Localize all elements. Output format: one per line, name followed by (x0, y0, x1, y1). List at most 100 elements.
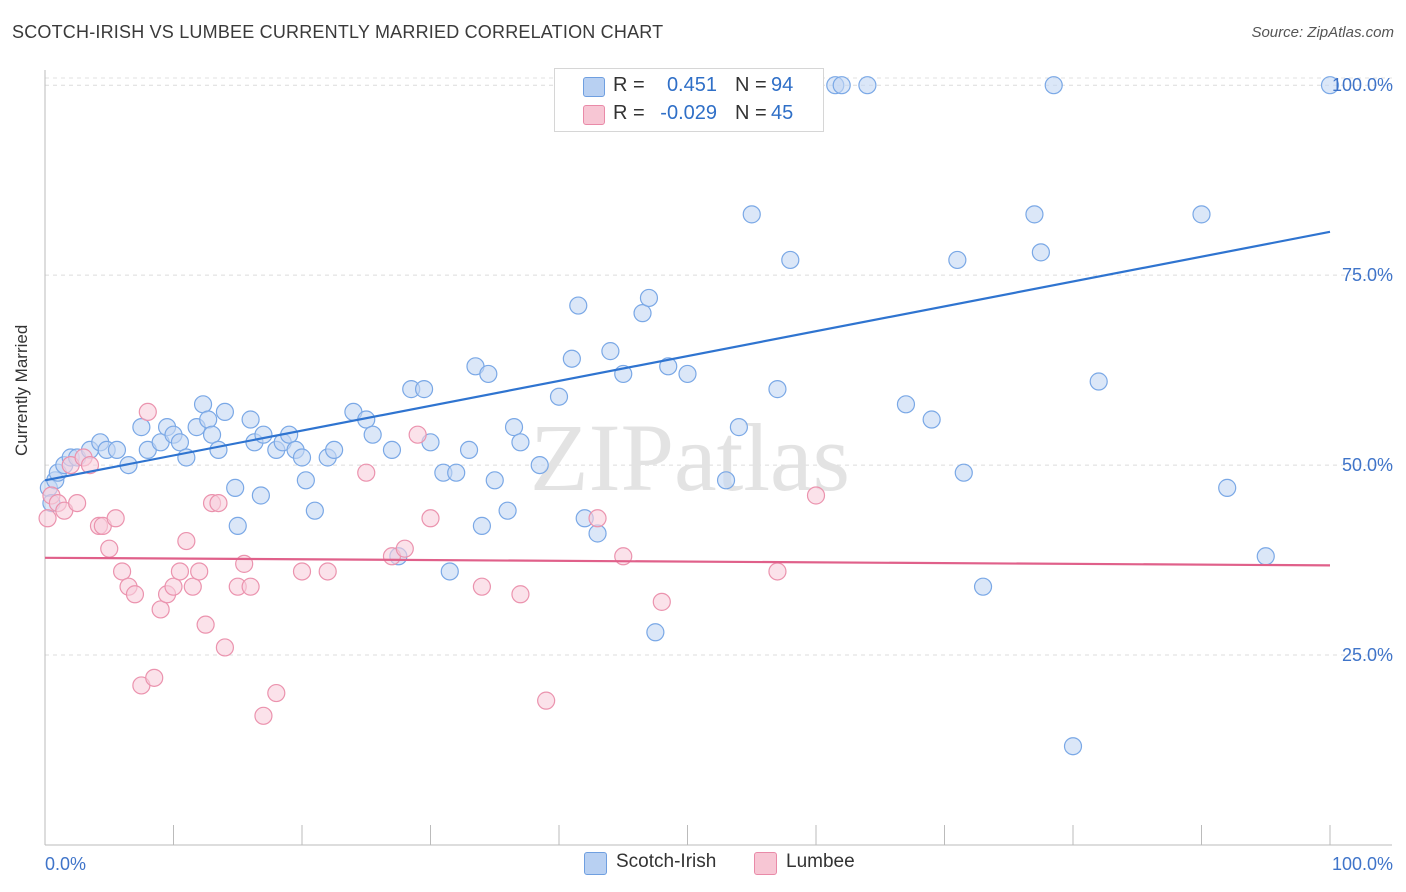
point-scotch-irish (254, 425, 273, 444)
point-lumbee (588, 509, 607, 528)
y-axis-label: Currently Married (12, 324, 31, 456)
point-scotch-irish (447, 463, 466, 482)
point-scotch-irish (639, 288, 659, 308)
point-lumbee (357, 463, 376, 482)
point-scotch-irish (228, 516, 247, 535)
point-scotch-irish (498, 501, 517, 520)
point-scotch-irish (305, 501, 324, 520)
point-scotch-irish (922, 410, 941, 429)
point-lumbee (80, 455, 100, 475)
point-scotch-irish (1256, 547, 1275, 566)
stats-swatch-lumbee (583, 105, 605, 125)
stats-row-scotch-irish: R = 0.451 N = 94 (555, 72, 823, 100)
point-scotch-irish (459, 440, 479, 460)
point-lumbee (408, 425, 427, 444)
trend-lines (44, 230, 1331, 567)
point-scotch-irish (1192, 205, 1211, 224)
point-scotch-irish (646, 623, 665, 642)
stats-swatch-scotch-irish (583, 77, 605, 97)
point-scotch-irish (729, 418, 749, 437)
point-lumbee (177, 531, 196, 551)
point-scotch-irish (193, 395, 213, 414)
point-lumbee (112, 562, 132, 581)
point-lumbee (472, 577, 491, 596)
point-scotch-irish (832, 76, 851, 95)
point-scotch-irish (858, 76, 877, 95)
y-tick-label: 25.0% (1342, 645, 1393, 665)
point-scotch-irish (215, 402, 234, 422)
chart-title: SCOTCH-IRISH VS LUMBEE CURRENTLY MARRIED… (12, 22, 664, 42)
point-scotch-irish (1031, 243, 1050, 262)
point-scotch-irish (241, 410, 260, 429)
r-label: R = (613, 102, 645, 124)
source-label: Source: ZipAtlas.com (1251, 24, 1394, 41)
n-label: N = (735, 102, 767, 124)
point-scotch-irish (781, 250, 800, 270)
point-lumbee (267, 683, 286, 703)
point-scotch-irish (678, 364, 697, 384)
n-label: N = (735, 74, 767, 96)
point-scotch-irish (569, 296, 588, 315)
r-value: 0.451 (666, 74, 717, 96)
point-scotch-irish (948, 250, 967, 270)
legend-swatch-scotch-irish (584, 852, 607, 875)
legend-label: Scotch-Irish (616, 851, 717, 872)
point-scotch-irish (1025, 205, 1044, 224)
trend-line-lumbee (44, 556, 1331, 567)
point-scotch-irish (1089, 372, 1108, 391)
point-scotch-irish (132, 418, 151, 437)
data-points (38, 76, 1340, 756)
point-scotch-irish (504, 418, 524, 437)
point-lumbee (190, 562, 209, 581)
point-lumbee (292, 562, 312, 581)
point-scotch-irish (440, 562, 459, 581)
point-scotch-irish (209, 440, 228, 460)
point-scotch-irish (716, 471, 736, 490)
point-lumbee (768, 562, 787, 581)
r-label: R = (613, 74, 645, 96)
point-scotch-irish (485, 471, 504, 490)
point-lumbee (421, 509, 440, 528)
y-tick-label: 100.0% (1332, 75, 1393, 95)
point-scotch-irish (1044, 76, 1063, 95)
point-lumbee (138, 402, 157, 422)
point-lumbee (68, 493, 87, 513)
point-scotch-irish (742, 205, 761, 224)
point-lumbee (170, 562, 190, 581)
point-scotch-irish (199, 410, 218, 429)
point-scotch-irish (562, 349, 581, 368)
point-scotch-irish (325, 440, 344, 460)
legend-label: Lumbee (786, 851, 855, 872)
point-scotch-irish (479, 364, 498, 384)
point-scotch-irish (549, 387, 569, 406)
y-tick-label: 50.0% (1342, 455, 1393, 475)
point-lumbee (241, 577, 260, 596)
x-tick-label: 0.0% (45, 854, 86, 874)
point-lumbee (318, 562, 337, 581)
point-lumbee (806, 486, 826, 505)
point-scotch-irish (1320, 76, 1340, 95)
legend-swatch-lumbee (754, 852, 777, 875)
point-scotch-irish (601, 342, 620, 361)
point-lumbee (125, 585, 145, 604)
point-lumbee (395, 539, 414, 558)
point-scotch-irish (896, 395, 916, 414)
point-scotch-irish (226, 478, 245, 497)
point-scotch-irish (1063, 737, 1083, 756)
point-lumbee (196, 615, 215, 634)
point-scotch-irish (973, 577, 993, 596)
point-scotch-irish (588, 524, 607, 543)
y-tick-label: 75.0% (1342, 265, 1393, 285)
point-lumbee (254, 706, 273, 725)
point-scotch-irish (472, 516, 491, 535)
point-lumbee (183, 577, 202, 596)
r-value: -0.029 (660, 102, 717, 124)
point-scotch-irish (202, 425, 222, 444)
point-scotch-irish (170, 433, 190, 452)
point-scotch-irish (292, 448, 312, 467)
point-scotch-irish (296, 471, 315, 490)
point-lumbee (511, 585, 530, 604)
watermark: ZIPatlas (530, 404, 850, 511)
n-value: 45 (771, 102, 794, 124)
